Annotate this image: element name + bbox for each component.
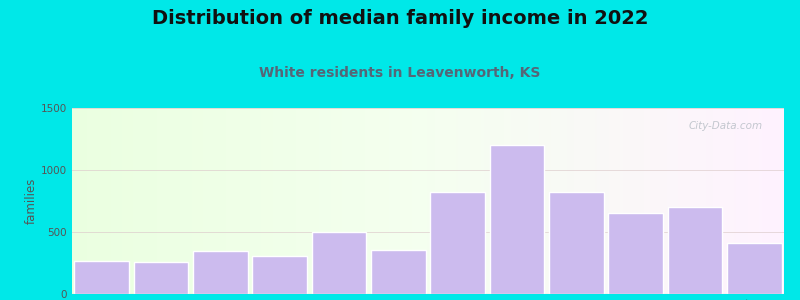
Bar	[549, 192, 604, 294]
Bar	[727, 242, 782, 294]
Bar	[371, 250, 426, 294]
Bar	[430, 192, 485, 294]
Bar	[193, 251, 248, 294]
Bar	[74, 260, 129, 294]
Text: City-Data.com: City-Data.com	[689, 121, 762, 131]
Bar	[668, 207, 722, 294]
Bar	[134, 262, 188, 294]
Y-axis label: families: families	[25, 178, 38, 224]
Bar	[608, 213, 663, 294]
Text: White residents in Leavenworth, KS: White residents in Leavenworth, KS	[259, 66, 541, 80]
Bar	[312, 232, 366, 294]
Bar	[252, 256, 307, 294]
Bar	[490, 145, 544, 294]
Text: Distribution of median family income in 2022: Distribution of median family income in …	[152, 9, 648, 28]
